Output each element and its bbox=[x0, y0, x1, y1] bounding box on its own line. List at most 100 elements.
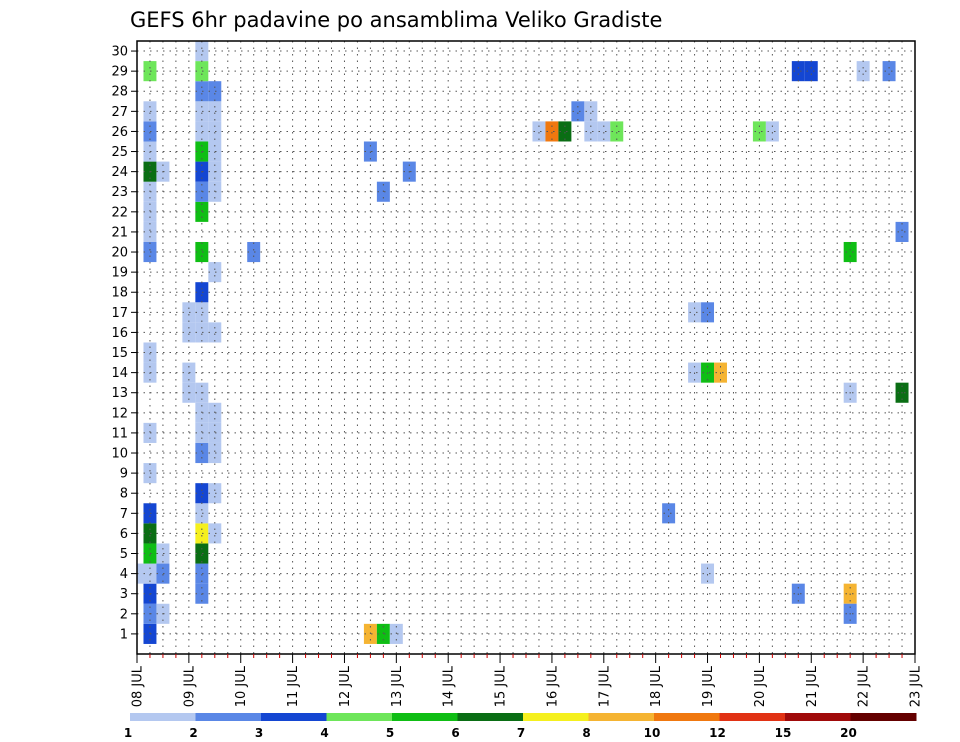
heatmap-cell bbox=[137, 563, 144, 584]
heatmap-cell bbox=[688, 302, 702, 323]
y-tick-label: 26 bbox=[111, 125, 128, 140]
y-tick-label: 13 bbox=[111, 386, 128, 401]
heatmap-cell bbox=[208, 523, 222, 544]
heatmap-cell bbox=[597, 121, 611, 142]
x-tick-label: 14 JUL bbox=[442, 665, 457, 707]
heatmap-cell bbox=[195, 422, 209, 443]
grid-lines bbox=[137, 41, 916, 654]
y-tick-label: 8 bbox=[120, 487, 128, 502]
x-tick-label: 10 JUL bbox=[234, 665, 249, 707]
heatmap-cell bbox=[195, 121, 209, 142]
heatmap-cell bbox=[143, 463, 157, 484]
y-tick-label: 27 bbox=[111, 105, 128, 120]
colorbar-segment bbox=[588, 713, 655, 721]
colorbar-label: 2 bbox=[189, 726, 197, 740]
x-axis: 08 JUL 09 JUL 10 JUL 11 JUL 12 JUL 13 JUL 14 J… bbox=[131, 654, 924, 707]
colorbar-segment bbox=[326, 713, 393, 721]
heatmap-cell bbox=[195, 61, 209, 82]
heatmap-cell bbox=[182, 322, 196, 343]
heatmap-cell bbox=[195, 282, 209, 303]
y-tick-label: 3 bbox=[120, 587, 128, 602]
heatmap-cell bbox=[208, 81, 222, 102]
y-tick-label: 6 bbox=[120, 527, 128, 542]
colorbar-segment bbox=[850, 713, 917, 721]
heatmap-cell bbox=[752, 121, 766, 142]
heatmap-cell bbox=[195, 101, 209, 122]
heatmap-cell bbox=[156, 543, 170, 564]
heatmap-cells bbox=[137, 41, 909, 644]
colorbar-label: 20 bbox=[840, 726, 857, 740]
colorbar-label: 6 bbox=[451, 726, 459, 740]
heatmap-cell bbox=[195, 302, 209, 323]
heatmap-cell bbox=[195, 81, 209, 102]
heatmap-cell bbox=[843, 241, 857, 263]
heatmap-cell bbox=[208, 121, 222, 142]
heatmap-cell bbox=[143, 121, 157, 142]
x-tick-label: 08 JUL bbox=[131, 665, 146, 707]
y-tick-label: 2 bbox=[120, 607, 128, 622]
colorbar-label: 15 bbox=[775, 726, 792, 740]
heatmap-cell bbox=[701, 563, 715, 584]
heatmap-cell bbox=[195, 563, 209, 584]
y-tick-label: 7 bbox=[120, 507, 128, 522]
heatmap-cell bbox=[208, 101, 222, 122]
x-tick-label: 12 JUL bbox=[338, 665, 353, 707]
heatmap-cell bbox=[558, 121, 572, 142]
heatmap-cell bbox=[143, 563, 157, 584]
colorbar-segment bbox=[785, 713, 851, 721]
y-tick-label: 25 bbox=[111, 145, 128, 160]
x-tick-label: 17 JUL bbox=[597, 665, 612, 707]
colorbar-segment bbox=[654, 713, 720, 721]
x-tick-label: 20 JUL bbox=[753, 665, 768, 707]
colorbar-segment bbox=[130, 713, 196, 721]
y-tick-label: 16 bbox=[111, 326, 128, 341]
heatmap-cell bbox=[208, 262, 222, 283]
colorbar-label: 5 bbox=[386, 726, 394, 740]
x-tick-label: 18 JUL bbox=[649, 665, 664, 707]
chart-title: GEFS 6hr padavine po ansamblima Veliko G… bbox=[130, 8, 662, 32]
x-tick-label: 19 JUL bbox=[701, 665, 716, 707]
heatmap-cell bbox=[856, 61, 870, 82]
colorbar-label: 4 bbox=[320, 726, 328, 740]
y-axis: 1234567891011121314151617181920212223242… bbox=[111, 45, 137, 642]
y-tick-label: 20 bbox=[111, 246, 128, 261]
heatmap-cell bbox=[701, 302, 715, 323]
heatmap-cell bbox=[208, 322, 222, 343]
colorbar-segment bbox=[195, 713, 262, 721]
heatmap-cell bbox=[182, 302, 196, 323]
heatmap-cell bbox=[143, 201, 157, 222]
y-tick-label: 9 bbox=[120, 467, 128, 482]
y-tick-label: 23 bbox=[111, 185, 128, 200]
y-tick-label: 18 bbox=[111, 286, 128, 301]
heatmap-cell bbox=[765, 121, 779, 142]
heatmap-cell bbox=[791, 61, 805, 82]
heatmap-cell bbox=[584, 121, 598, 142]
colorbar-segment bbox=[392, 713, 458, 721]
heatmap-cell bbox=[143, 342, 157, 363]
heatmap-cell bbox=[195, 483, 209, 504]
heatmap-cell bbox=[882, 61, 896, 82]
heatmap-cell bbox=[156, 563, 170, 584]
y-tick-label: 17 bbox=[111, 306, 128, 321]
colorbar-label: 7 bbox=[517, 726, 525, 740]
y-tick-label: 14 bbox=[111, 366, 128, 381]
heatmap-cell bbox=[143, 543, 157, 564]
colorbar-label: 8 bbox=[582, 726, 590, 740]
y-tick-label: 28 bbox=[111, 85, 128, 100]
heatmap-cell bbox=[545, 121, 559, 142]
heatmap-cell bbox=[143, 523, 157, 544]
x-tick-label: 22 JUL bbox=[857, 665, 872, 707]
y-tick-label: 1 bbox=[120, 627, 128, 642]
y-tick-label: 22 bbox=[111, 205, 128, 220]
x-tick-label: 13 JUL bbox=[390, 665, 405, 707]
y-tick-label: 12 bbox=[111, 406, 128, 421]
heatmap-cell bbox=[195, 201, 209, 222]
x-tick-label: 11 JUL bbox=[286, 665, 301, 707]
x-tick-label: 15 JUL bbox=[494, 665, 509, 707]
heatmap-cell bbox=[571, 101, 585, 122]
colorbar: 1 2 3 4 5 6 7 8 10 12 15 20 bbox=[124, 713, 917, 740]
y-tick-label: 21 bbox=[111, 225, 128, 240]
colorbar-segment bbox=[261, 713, 327, 721]
heatmap-cell bbox=[143, 241, 157, 263]
colorbar-segment bbox=[719, 713, 786, 721]
